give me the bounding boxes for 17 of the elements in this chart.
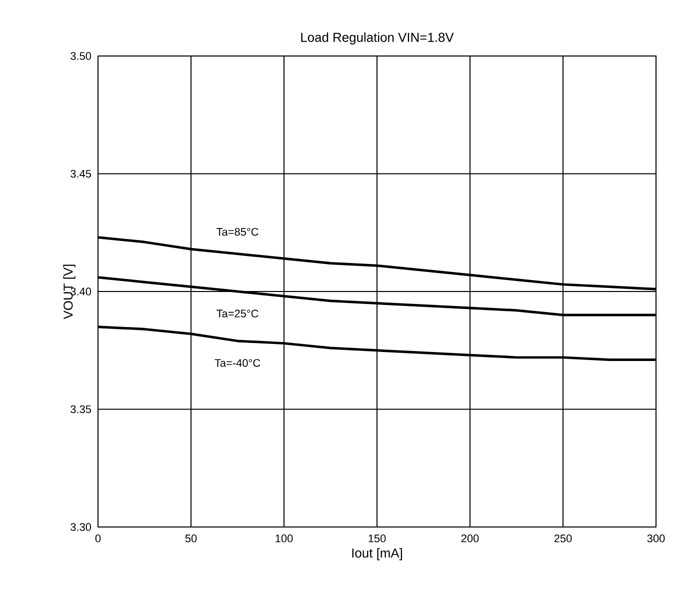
x-tick-label: 50 xyxy=(185,534,197,542)
y-tick-label: 3.40 xyxy=(70,288,92,296)
y-tick-label: 3.45 xyxy=(70,170,92,178)
x-tick-label: 300 xyxy=(647,534,665,542)
x-tick-label: 200 xyxy=(461,534,479,542)
x-tick-label: 0 xyxy=(95,534,101,542)
y-tick-label: 3.30 xyxy=(70,523,92,531)
y-tick-label: 3.50 xyxy=(70,52,92,60)
x-tick-label: 250 xyxy=(554,534,572,542)
x-tick-label: 100 xyxy=(276,534,293,542)
series-label: Ta=85°C xyxy=(216,228,258,236)
y-tick-label: 3.35 xyxy=(70,405,92,414)
series-label: Ta=25°C xyxy=(216,310,258,318)
chart-title: Load Regulation VIN=1.8V xyxy=(301,32,454,44)
series-label: Ta=-40°C xyxy=(214,359,260,367)
x-tick-label: 150 xyxy=(368,534,386,542)
x-axis-title: Iout [mA] xyxy=(352,548,402,560)
